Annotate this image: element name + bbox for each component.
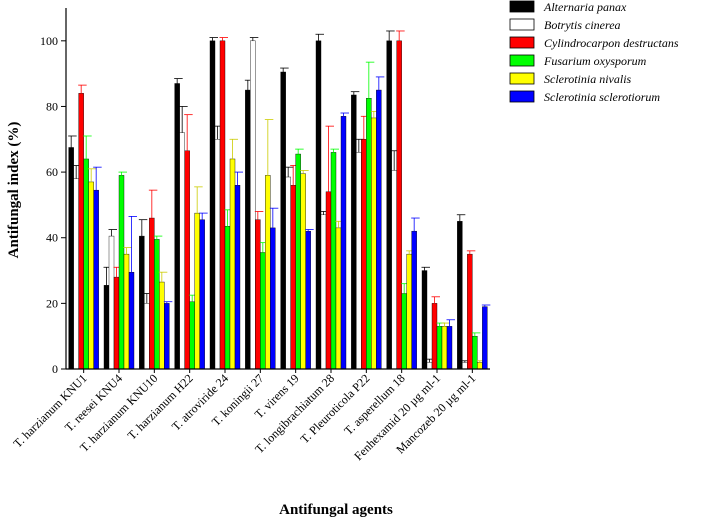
bar-3-series-4: [154, 239, 160, 370]
bar-8-series-2: [320, 214, 327, 370]
bar-5-series-5: [229, 158, 236, 370]
bar-10-series-4: [401, 293, 407, 370]
bar-2-series-6: [128, 271, 135, 370]
bar-4-series-2: [179, 132, 185, 370]
bar-2-series-4: [118, 175, 125, 370]
bar-4-series-6: [199, 219, 205, 370]
bar-9-series-2: [356, 152, 362, 370]
bar-5-series-1: [209, 40, 216, 370]
bar-7-series-3: [290, 185, 296, 370]
legend-label-3: Cylindrocarpon destructans: [544, 36, 679, 50]
bar-1-series-4: [83, 158, 89, 370]
legend-swatch-1: [509, 0, 535, 13]
bar-7-series-6: [305, 230, 311, 370]
bar-12-series-3: [467, 253, 473, 370]
bar-8-series-1: [315, 40, 322, 370]
bar-9-series-5: [371, 117, 377, 370]
bar-4-series-5: [194, 212, 200, 370]
y-tick-label-80: 80: [46, 99, 58, 113]
bar-2-series-1: [103, 285, 110, 370]
y-tick-label-0: 0: [52, 362, 58, 376]
y-tick-label-40: 40: [46, 231, 58, 245]
bar-5-series-3: [219, 40, 226, 370]
bar-6-series-6: [270, 227, 276, 370]
bar-11-series-5: [441, 326, 448, 370]
bar-12-series-4: [472, 335, 478, 370]
y-tick-label-60: 60: [46, 165, 58, 179]
bar-8-series-6: [340, 116, 347, 370]
bar-10-series-6: [411, 230, 417, 370]
bar-9-series-1: [351, 94, 357, 370]
bar-11-series-2: [426, 362, 433, 370]
bar-11-series-6: [446, 326, 453, 370]
bar-3-series-6: [164, 303, 170, 370]
bar-1-series-3: [78, 93, 84, 370]
bar-3-series-1: [139, 235, 145, 370]
bar-1-series-2: [73, 178, 79, 370]
bar-10-series-2: [391, 170, 397, 370]
bar-9-series-6: [376, 89, 382, 370]
bar-9-series-3: [361, 139, 367, 370]
legend-label-4: Fusarium oxysporum: [543, 54, 647, 68]
y-axis-title: Antifungal index (%): [6, 122, 22, 259]
bar-11-series-1: [421, 270, 428, 370]
bar-10-series-5: [406, 253, 412, 370]
legend-swatch-6: [509, 90, 535, 103]
bar-12-series-2: [462, 362, 468, 370]
bar-12-series-1: [457, 221, 463, 370]
bar-7-series-4: [295, 153, 301, 370]
bar-3-series-3: [149, 217, 155, 370]
bar-2-series-5: [123, 253, 130, 370]
bar-4-series-4: [189, 301, 195, 370]
bar-5-series-4: [224, 226, 231, 370]
bar-11-series-3: [431, 303, 438, 370]
bar-1-series-1: [68, 147, 74, 370]
bar-3-series-2: [144, 303, 150, 370]
legend: Alternaria panax Botrytis cinerea Cylindro…: [509, 0, 679, 104]
legend-label-6: Sclerotinia sclerotiorum: [544, 90, 660, 104]
bar-12-series-6: [482, 306, 488, 370]
legend-label-1: Alternaria panax: [543, 0, 627, 14]
bar-12-series-5: [477, 362, 483, 370]
legend-label-2: Botrytis cinerea: [544, 18, 621, 32]
bar-11-series-4: [436, 326, 443, 370]
bar-5-series-2: [214, 139, 221, 370]
x-axis-title: Antifungal agents: [279, 502, 393, 518]
bar-4-series-1: [174, 83, 180, 370]
bar-7-series-1: [280, 71, 286, 370]
bar-8-series-5: [335, 227, 342, 370]
legend-swatch-5: [509, 72, 535, 85]
legend-label-5: Sclerotinia nivalis: [544, 72, 632, 86]
bar-8-series-4: [330, 152, 337, 370]
bar-4-series-3: [184, 150, 190, 370]
bar-3-series-5: [159, 281, 165, 370]
bar-2-series-2: [108, 235, 115, 370]
plot-area: [68, 30, 491, 370]
bar-6-series-3: [255, 219, 261, 370]
legend-swatch-4: [509, 54, 535, 67]
bar-6-series-1: [245, 89, 251, 370]
bar-8-series-3: [325, 191, 332, 370]
bar-1-series-5: [88, 181, 94, 370]
bar-6-series-5: [265, 175, 271, 370]
bar-6-series-4: [260, 252, 266, 370]
bar-1-series-6: [93, 189, 99, 370]
bar-7-series-5: [300, 173, 306, 370]
legend-swatch-2: [509, 18, 535, 31]
bar-9-series-4: [366, 98, 372, 370]
y-tick-label-100: 100: [40, 34, 58, 48]
bar-5-series-6: [234, 185, 241, 370]
bar-10-series-3: [396, 40, 402, 370]
bar-6-series-2: [250, 40, 256, 370]
bar-2-series-3: [113, 276, 120, 370]
bar-7-series-2: [285, 176, 291, 370]
bar-10-series-1: [386, 40, 392, 370]
legend-swatch-3: [509, 36, 535, 49]
y-tick-label-20: 20: [46, 296, 58, 310]
